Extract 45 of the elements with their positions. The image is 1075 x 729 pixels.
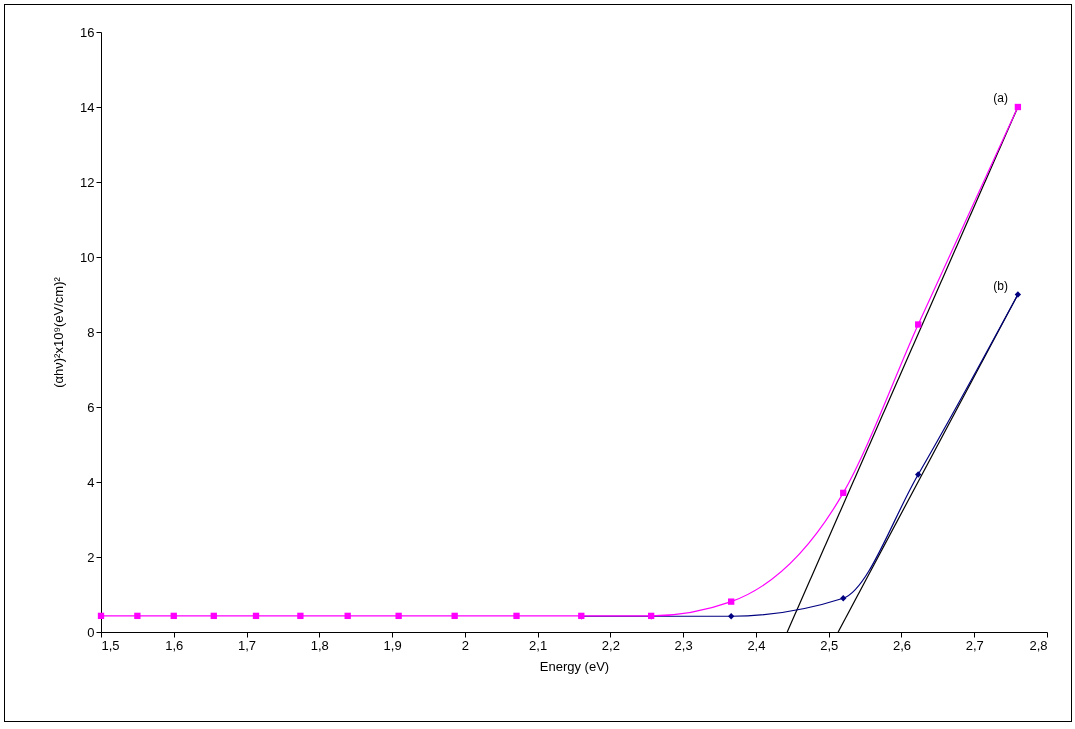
x-tick-label: 2 — [461, 637, 469, 653]
annotation: (b) — [993, 278, 1008, 293]
x-tick-label: 2,3 — [674, 637, 693, 653]
y-tick-label: 10 — [80, 249, 95, 265]
point — [344, 612, 351, 620]
x-axis-title: Energy (eV) — [539, 658, 610, 674]
point — [1014, 103, 1022, 111]
y-tick-label: 14 — [80, 99, 95, 115]
annotation: (a) — [993, 91, 1008, 105]
y-tick-label: 12 — [80, 174, 95, 190]
y-tick-label: 8 — [87, 324, 95, 340]
y-tick-label: 4 — [87, 474, 95, 490]
x-tick-label: 2,5 — [820, 637, 839, 653]
point — [170, 612, 177, 620]
point — [840, 595, 847, 602]
y-tick-label: 2 — [87, 549, 95, 565]
y-tick-label: 16 — [80, 24, 95, 40]
point — [915, 321, 922, 328]
point — [97, 612, 105, 620]
x-tick-label: 2,8 — [1029, 637, 1048, 653]
y-tick-label: 6 — [87, 399, 95, 415]
point — [252, 612, 260, 620]
x-tick-label: 1,6 — [165, 637, 184, 653]
x-tick-label: 1,9 — [383, 637, 402, 653]
point — [395, 612, 402, 620]
point — [297, 612, 304, 620]
x-tick-label: 2,6 — [892, 637, 911, 653]
x-tick-label: 2,1 — [529, 637, 548, 653]
x-tick-label: 1,8 — [310, 637, 329, 653]
x-tick-label: 2,7 — [965, 637, 984, 653]
y-tick-label: 0 — [87, 624, 95, 640]
x-tick-label: 2,2 — [601, 637, 620, 653]
point — [915, 471, 922, 478]
x-tick-label: 1,7 — [238, 637, 257, 653]
point — [210, 612, 217, 620]
x-tick-label: 2,4 — [747, 637, 766, 653]
point — [134, 612, 141, 620]
point — [451, 612, 458, 620]
point — [728, 598, 735, 605]
point — [840, 489, 847, 497]
x-tick-label: 1,5 — [101, 637, 120, 653]
y-axis-title: (αhν)²x10⁹(eV/cm)² — [51, 276, 67, 388]
point — [1014, 291, 1022, 298]
point — [728, 613, 735, 620]
point — [513, 612, 520, 620]
